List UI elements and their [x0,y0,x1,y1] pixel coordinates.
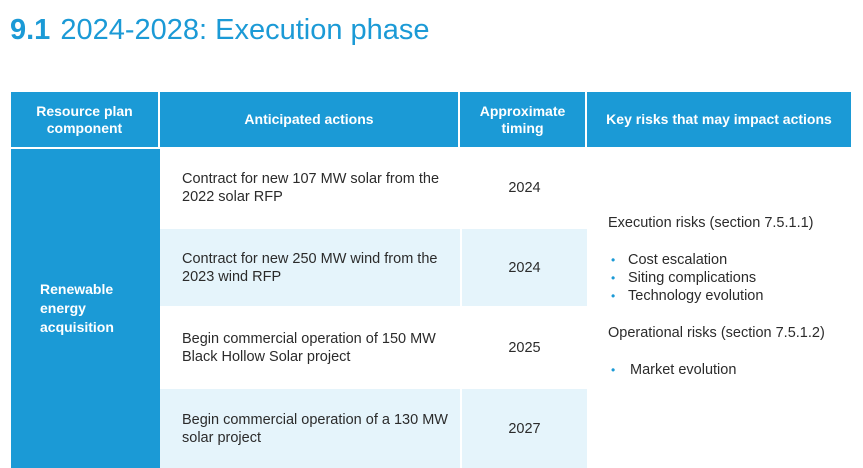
action-cell: Contract for new 250 MW wind from the 20… [160,229,460,308]
section-title-text: 2024-2028: Execution phase [60,14,430,46]
bullet-icon: • [611,289,616,303]
execution-phase-table: Resource plan component Anticipated acti… [11,92,851,468]
operational-risks-heading: Operational risks (section 7.5.1.2) [608,325,825,341]
action-cell: Begin commercial operation of 150 MW Bla… [160,308,460,389]
risk-item-text: Siting complications [628,270,757,286]
action-cell: Contract for new 107 MW solar from the 2… [160,149,460,229]
list-item: • Market evolution [608,361,851,379]
list-item: • Technology evolution [608,287,851,305]
operational-risks-list: • Market evolution [608,361,851,379]
bullet-icon: • [611,363,616,377]
risks-cell: Execution risks (section 7.5.1.1) • Cost … [587,149,851,468]
list-item: • Siting complications [608,269,851,287]
list-item: • Cost escalation [608,251,851,269]
header-resource-plan-component: Resource plan component [11,92,160,149]
risk-item-text: Cost escalation [628,252,728,268]
section-title: 9.1 2024-2028: Execution phase [10,10,430,50]
bullet-icon: • [611,253,616,267]
execution-risks-heading: Execution risks (section 7.5.1.1) [608,215,814,231]
risk-item-text: Technology evolution [628,288,764,304]
timing-cell: 2025 [460,308,587,389]
execution-risks-list: • Cost escalation • Siting complications •… [608,251,851,305]
section-number: 9.1 [10,14,51,46]
header-approximate-timing: Approximate timing [460,92,587,149]
header-anticipated-actions: Anticipated actions [160,92,460,149]
component-cell: Renewable energy acquisition [11,149,160,468]
timing-cell: 2024 [460,229,587,308]
risk-item-text: Market evolution [630,362,737,378]
action-cell: Begin commercial operation of a 130 MW s… [160,389,460,468]
bullet-icon: • [611,271,616,285]
timing-cell: 2024 [460,149,587,229]
timing-cell: 2027 [460,389,587,468]
header-key-risks: Key risks that may impact actions [587,92,851,149]
